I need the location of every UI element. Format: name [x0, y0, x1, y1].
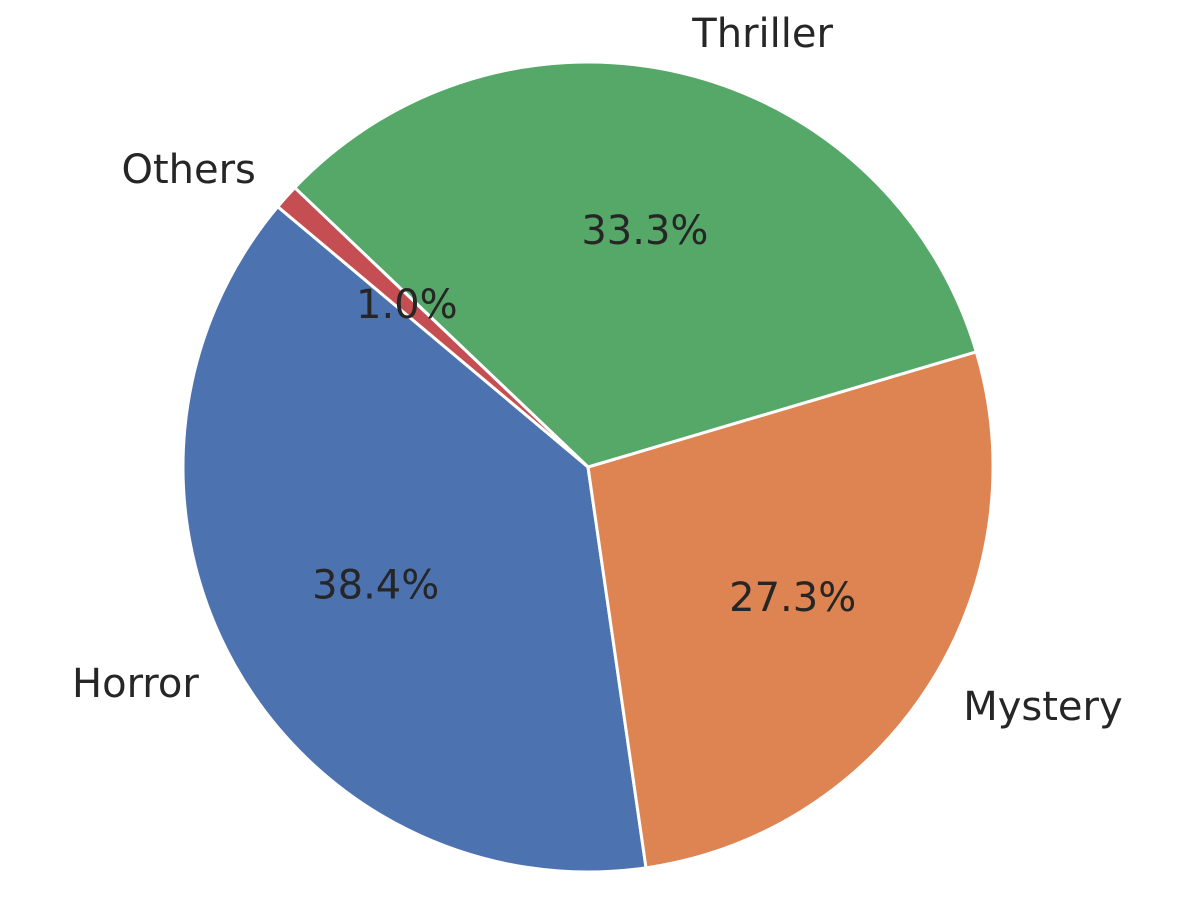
slice-percent-horror: 38.4% — [312, 562, 439, 608]
slice-percent-mystery: 27.3% — [729, 575, 856, 621]
slice-percent-others: 1.0% — [356, 282, 458, 328]
pie-slice-others — [276, 186, 590, 469]
slice-label-horror: Horror — [72, 661, 199, 707]
pie-slice-thriller — [293, 60, 978, 469]
pie-slice-mystery — [586, 350, 995, 870]
pie-slice-horror — [181, 205, 648, 874]
slice-percent-thriller: 33.3% — [581, 208, 708, 254]
slice-label-mystery: Mystery — [963, 684, 1122, 730]
slices-layer — [181, 60, 995, 874]
slice-label-thriller: Thriller — [691, 11, 833, 57]
slice-label-others: Others — [121, 147, 255, 193]
labels-layer: Horror 38.4% Mystery 27.3% Thriller 33.3% Othe… — [72, 11, 1123, 730]
